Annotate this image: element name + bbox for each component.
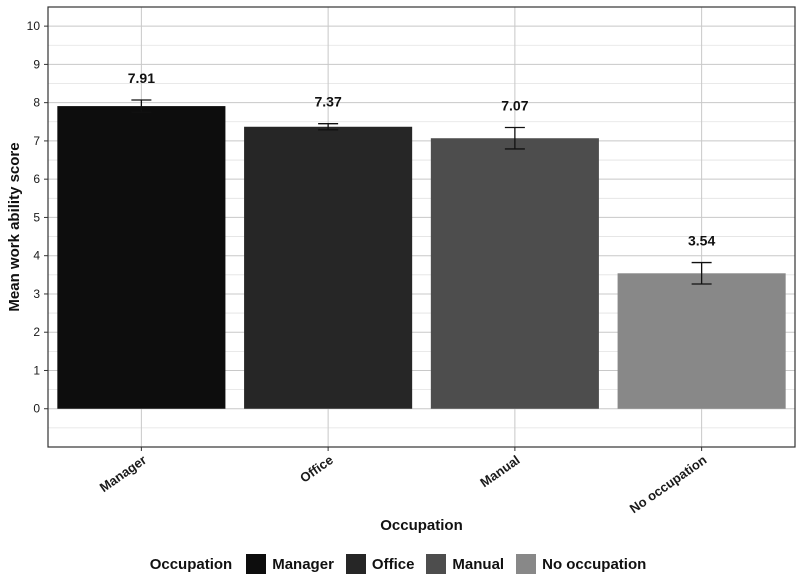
legend-label-manual: Manual [452,555,505,573]
x-tick-label-manual: Manual [477,452,522,490]
error-bar-manager [131,99,152,113]
y-axis-title: Mean work ability score [6,142,23,311]
y-tick-label: 0 [33,402,40,416]
y-tick-label: 9 [33,57,40,71]
bar-manual [430,138,599,409]
legend-label-no-occupation: No occupation [542,555,647,573]
y-tick-label: 4 [33,249,40,263]
legend-title: Occupation [149,555,233,573]
legend-item-office: Office [345,554,415,574]
x-tick-label-no-occupation: No occupation [627,452,710,516]
legend-swatch-manual [426,554,447,574]
data-label-manual: 7.07 [501,98,528,114]
bar-manager [57,106,226,409]
legend-item-manager: Manager [246,554,334,574]
x-tick-label-manager: Manager [97,452,149,495]
legend-swatch-no-occupation [516,554,537,574]
y-axis-ticks: 0 1 2 3 4 5 6 7 8 9 10 [27,19,48,416]
legend-swatch-manager [246,554,267,574]
bar-chart: 7.91 7.37 7.07 3.54 0 1 2 3 4 5 6 7 8 9 10 Manager Off… [6,6,796,534]
legend-swatch-office [345,554,366,574]
y-tick-label: 3 [33,287,40,301]
error-bar-no-occupation [691,261,712,285]
bar-no-occupation [617,273,786,409]
x-axis-ticks: Manager Office Manual No occupation [97,447,710,516]
bars [57,106,786,409]
y-tick-label: 7 [33,134,40,148]
data-labels: 7.91 7.37 7.07 3.54 [128,70,716,249]
y-tick-label: 10 [27,19,41,33]
legend-label-office: Office [371,555,415,573]
y-tick-label: 5 [33,210,40,224]
legend-label-manager: Manager [272,555,334,573]
error-bars [131,99,712,285]
y-tick-label: 8 [33,96,40,110]
legend-item-manual: Manual [426,554,504,574]
x-axis-title: Occupation [380,517,463,534]
x-tick-label-office: Office [297,452,336,485]
bar-office [244,126,413,409]
data-label-office: 7.37 [315,94,342,110]
y-tick-label: 1 [33,363,40,377]
error-bar-manual [504,126,525,150]
error-bar-office [318,123,339,131]
legend-item-no-occupation: No occupation [516,554,646,574]
y-tick-label: 6 [33,172,40,186]
legend: Occupation Manager Office Manual No occu… [0,554,800,574]
y-tick-label: 2 [33,325,40,339]
data-label-no-occupation: 3.54 [688,233,715,249]
data-label-manager: 7.91 [128,70,155,86]
plot-panel-border [47,6,796,448]
